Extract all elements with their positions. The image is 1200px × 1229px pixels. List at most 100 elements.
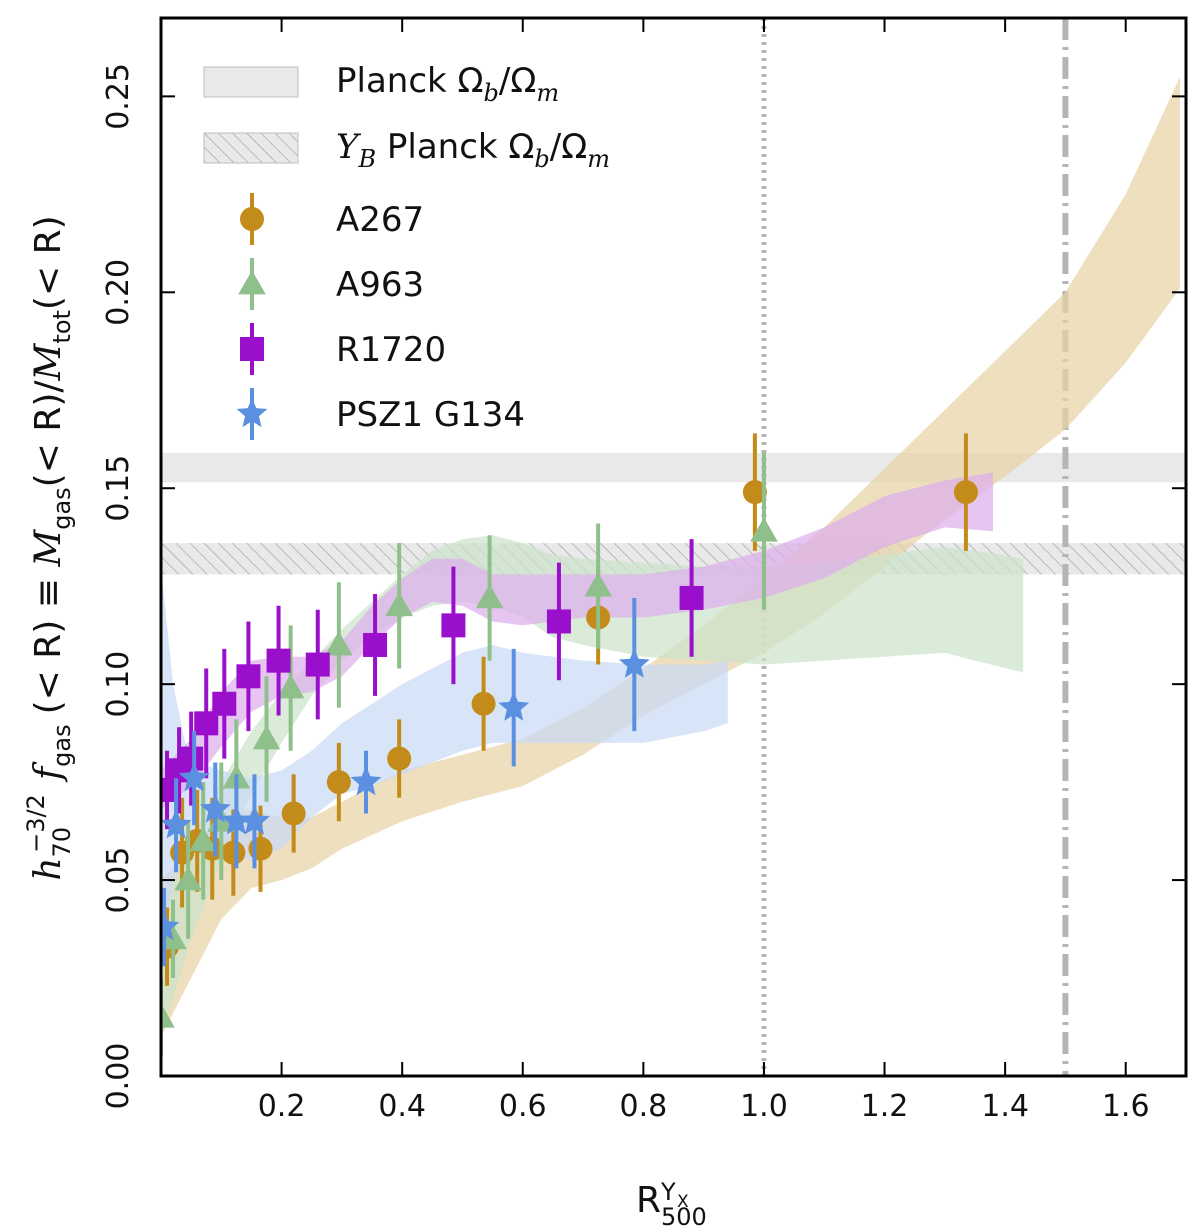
point-a963	[189, 827, 218, 852]
legend-planck-text: Planck Ω	[336, 61, 484, 101]
band-r1720	[161, 472, 994, 810]
legend-marker-r1720	[240, 337, 264, 361]
point-psz1-g134	[350, 765, 382, 796]
y-tick-label: 0.15	[101, 455, 136, 522]
legend: Planck Ωb/Ωm YB Planck Ωb/Ωm A267A963R17…	[203, 61, 610, 440]
y-label-m2-sub: tot	[48, 310, 76, 344]
legend-label-a963: A963	[336, 265, 424, 305]
legend-label-yb-planck: YB Planck Ωb/Ωm	[336, 127, 610, 173]
y-label-m1-sub: gas	[48, 487, 76, 529]
legend-item-planck: Planck Ωb/Ωm	[203, 61, 559, 107]
legend-yb-y: Y	[336, 127, 362, 167]
point-a267	[387, 746, 412, 771]
point-r1720	[305, 652, 330, 677]
legend-yb-sub-m: m	[587, 145, 610, 173]
x-tick-label: 1.6	[1102, 1089, 1150, 1124]
plot-area	[161, 18, 1186, 1076]
x-tick-label: 1.2	[861, 1089, 909, 1124]
x-label-sup-main: Y	[660, 1178, 676, 1206]
point-r1720	[266, 648, 291, 673]
legend-marker-a963	[238, 270, 266, 295]
legend-item-yb-planck: YB Planck Ωb/Ωm	[203, 127, 610, 173]
point-a963	[325, 631, 353, 656]
legend-marker-a267	[240, 207, 264, 231]
point-a267	[742, 480, 767, 505]
legend-swatch-yb-planck	[203, 132, 299, 164]
data-points	[161, 433, 978, 1057]
legend-label-a267: A267	[336, 200, 424, 240]
point-r1720	[236, 664, 261, 689]
point-a963	[750, 517, 778, 542]
point-psz1-g134	[161, 910, 180, 941]
legend-yb-sub-b: b	[534, 145, 549, 173]
legend-label-planck: Planck Ωb/Ωm	[336, 61, 559, 107]
point-r1720	[179, 746, 204, 771]
point-a267	[281, 801, 306, 826]
y-label-def3: (< R)	[28, 215, 69, 310]
axes-frame	[159, 16, 1188, 1078]
point-a963	[475, 584, 504, 609]
y-label-m2: M	[28, 342, 69, 381]
y-label-h-sup: −3/2	[22, 794, 50, 853]
point-r1720	[441, 613, 466, 638]
x-tick-label: 1.0	[740, 1089, 788, 1124]
legend-marker-psz1-g134	[236, 397, 268, 428]
legend-item-psz1-g134: PSZ1 G134	[236, 388, 525, 440]
x-tick-label: 0.2	[258, 1089, 306, 1124]
point-a963	[161, 925, 187, 950]
x-axis-ticks: 0.2 0.4 0.6 0.8 1.0 1.2 1.4 1.6	[258, 18, 1150, 1124]
y-tick-label: 0.20	[101, 259, 136, 326]
point-a267	[248, 836, 273, 861]
band-a267	[161, 76, 1180, 1037]
y-label-def1: (< R) ≡	[28, 567, 69, 715]
point-a963	[385, 591, 413, 617]
legend-planck-slash: /Ω	[499, 61, 536, 101]
legend-swatch-planck	[203, 66, 299, 98]
legend-yb-rest: Planck Ω	[376, 127, 534, 167]
point-a963	[584, 572, 612, 597]
point-psz1-g134	[618, 648, 650, 678]
y-tick-label: 0.10	[101, 651, 136, 718]
y-axis-ticks: 0.00 0.05 0.10 0.15 0.20 0.25	[101, 63, 1186, 1109]
point-psz1-g134	[221, 805, 252, 835]
y-axis-label: h70−3/2fgas(< R) ≡ Mgas(< R)/Mtot(< R)	[22, 215, 76, 880]
point-a963	[276, 674, 305, 699]
point-r1720	[546, 609, 571, 634]
y-tick-label: 0.05	[101, 847, 136, 914]
band-a963	[161, 535, 1024, 1037]
point-r1720	[363, 632, 388, 657]
series-r1720	[161, 539, 704, 830]
y-tick-label: 0.25	[101, 63, 136, 130]
point-a963	[174, 866, 202, 891]
point-psz1-g134	[239, 805, 270, 835]
legend-yb-sub: B	[357, 145, 376, 173]
x-label-sup-sub: X	[677, 1192, 689, 1212]
y-label-h: h	[28, 857, 69, 880]
hband-planck	[161, 452, 1186, 483]
point-psz1-g134	[178, 762, 210, 792]
legend-planck-sub-m: m	[536, 79, 559, 107]
point-a267	[326, 770, 351, 795]
band-psz1-g134	[161, 566, 728, 959]
legend-item-a963: A963	[238, 258, 424, 310]
legend-item-r1720: R1720	[240, 323, 446, 375]
y-label-m1: M	[28, 529, 69, 568]
point-a963	[161, 1003, 175, 1028]
x-label-main: R	[636, 1180, 661, 1221]
profile-bands	[161, 76, 1180, 1037]
planck-bands	[161, 452, 1186, 575]
x-tick-label: 1.4	[981, 1089, 1029, 1124]
x-label-sub: 500	[661, 1203, 707, 1229]
point-r1720	[212, 691, 237, 716]
y-tick-label: 0.00	[101, 1043, 136, 1110]
legend-yb-slash: /Ω	[550, 127, 587, 167]
point-r1720	[679, 585, 704, 610]
legend-label-r1720: R1720	[336, 330, 446, 370]
legend-item-a267: A267	[240, 193, 424, 245]
x-tick-label: 0.4	[378, 1089, 426, 1124]
y-label-f-sub: gas	[48, 724, 76, 766]
legend-planck-sub-b: b	[484, 79, 499, 107]
y-label-text: h70−3/2fgas(< R) ≡ Mgas(< R)/Mtot(< R)	[22, 215, 76, 880]
x-axis-label: R Y X 500	[636, 1178, 707, 1229]
